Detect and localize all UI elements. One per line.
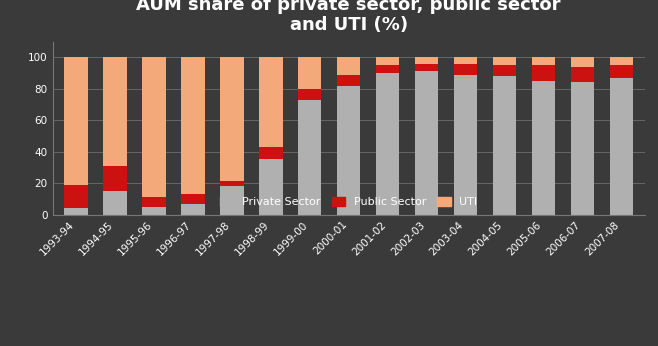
Bar (298, 89, 322, 100)
Bar (376, 57, 399, 65)
Bar (610, 65, 633, 78)
Bar (493, 76, 517, 215)
Bar (610, 78, 633, 215)
Bar (493, 57, 517, 65)
Bar (570, 82, 594, 215)
Bar (376, 65, 399, 73)
Bar (181, 194, 205, 203)
Bar (103, 191, 126, 215)
Bar (142, 207, 166, 215)
Bar (454, 57, 477, 64)
Bar (259, 147, 282, 160)
Bar (454, 74, 477, 215)
Bar (220, 186, 243, 215)
Bar (181, 203, 205, 215)
Bar (415, 71, 438, 215)
Bar (142, 197, 166, 207)
Bar (142, 57, 166, 197)
Bar (103, 166, 126, 191)
Bar (103, 57, 126, 166)
Title: AUM share of private sector, public sector
and UTI (%): AUM share of private sector, public sect… (136, 0, 561, 34)
Bar (337, 85, 361, 215)
Bar (64, 57, 88, 185)
Bar (532, 57, 555, 65)
Bar (570, 67, 594, 82)
Bar (337, 74, 361, 85)
Bar (64, 208, 88, 215)
Legend: Private Sector, Public Sector, UTI: Private Sector, Public Sector, UTI (216, 194, 481, 211)
Bar (610, 57, 633, 65)
Bar (376, 73, 399, 215)
Bar (570, 57, 594, 67)
Bar (415, 64, 438, 71)
Bar (532, 81, 555, 215)
Bar (532, 65, 555, 81)
Bar (181, 57, 205, 194)
Bar (64, 185, 88, 208)
Bar (493, 65, 517, 76)
Bar (415, 57, 438, 64)
Bar (337, 57, 361, 74)
Bar (220, 182, 243, 186)
Bar (259, 57, 282, 147)
Bar (298, 57, 322, 89)
Bar (259, 160, 282, 215)
Bar (454, 64, 477, 74)
Bar (220, 57, 243, 182)
Bar (298, 100, 322, 215)
